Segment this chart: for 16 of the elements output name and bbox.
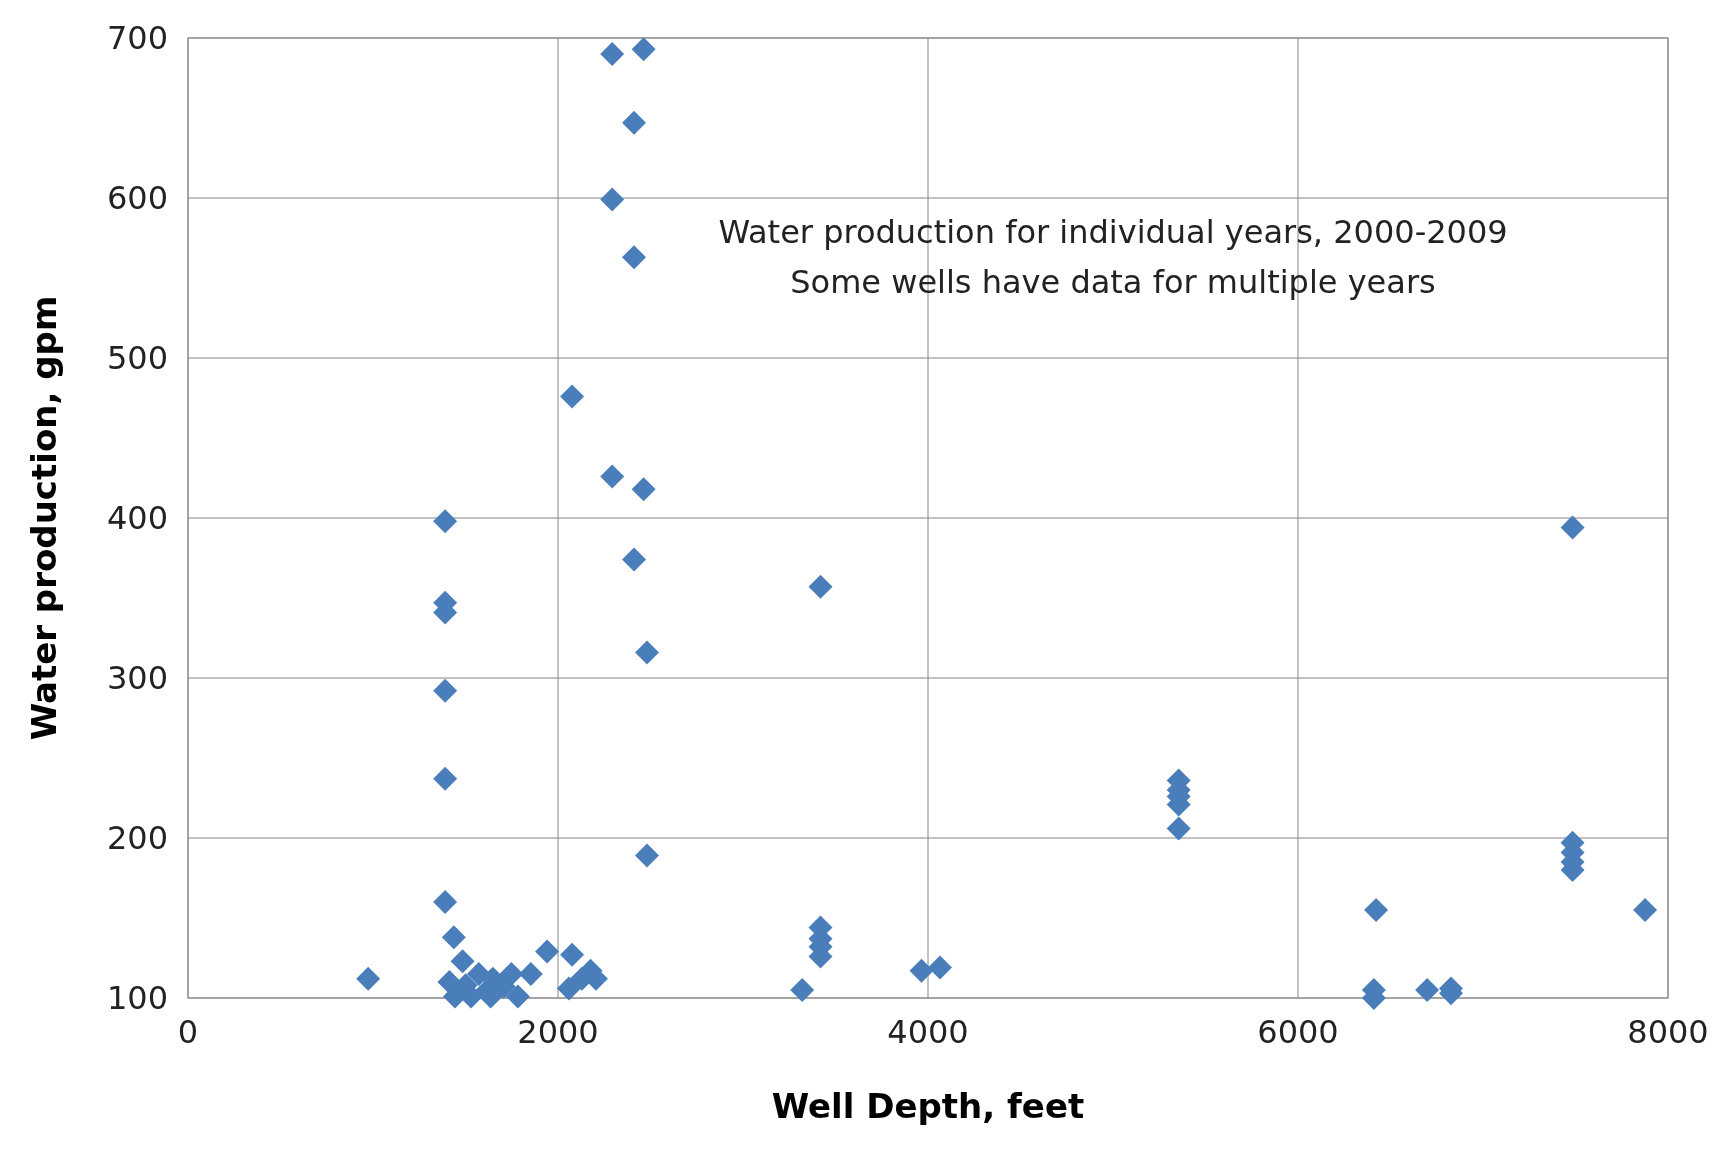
y-axis-title: Water production, gpm [24, 295, 64, 741]
x-tick-label: 2000 [517, 1013, 599, 1051]
y-tick-label: 600 [106, 179, 168, 217]
annotation: Some wells have data for multiple years [790, 263, 1436, 301]
x-axis-title: Well Depth, feet [771, 1086, 1085, 1126]
y-tick-label: 100 [106, 979, 168, 1017]
annotation: Water production for individual years, 2000-2009 [718, 213, 1508, 251]
y-tick-label: 400 [106, 499, 168, 537]
y-tick-label: 300 [106, 659, 168, 697]
x-tick-label: 6000 [1257, 1013, 1339, 1051]
y-tick-label: 200 [106, 819, 168, 857]
y-tick-label: 500 [106, 339, 168, 377]
x-tick-label: 8000 [1627, 1013, 1709, 1051]
y-tick-label: 700 [106, 19, 168, 57]
x-tick-label: 4000 [887, 1013, 969, 1051]
x-tick-label: 0 [177, 1013, 199, 1051]
